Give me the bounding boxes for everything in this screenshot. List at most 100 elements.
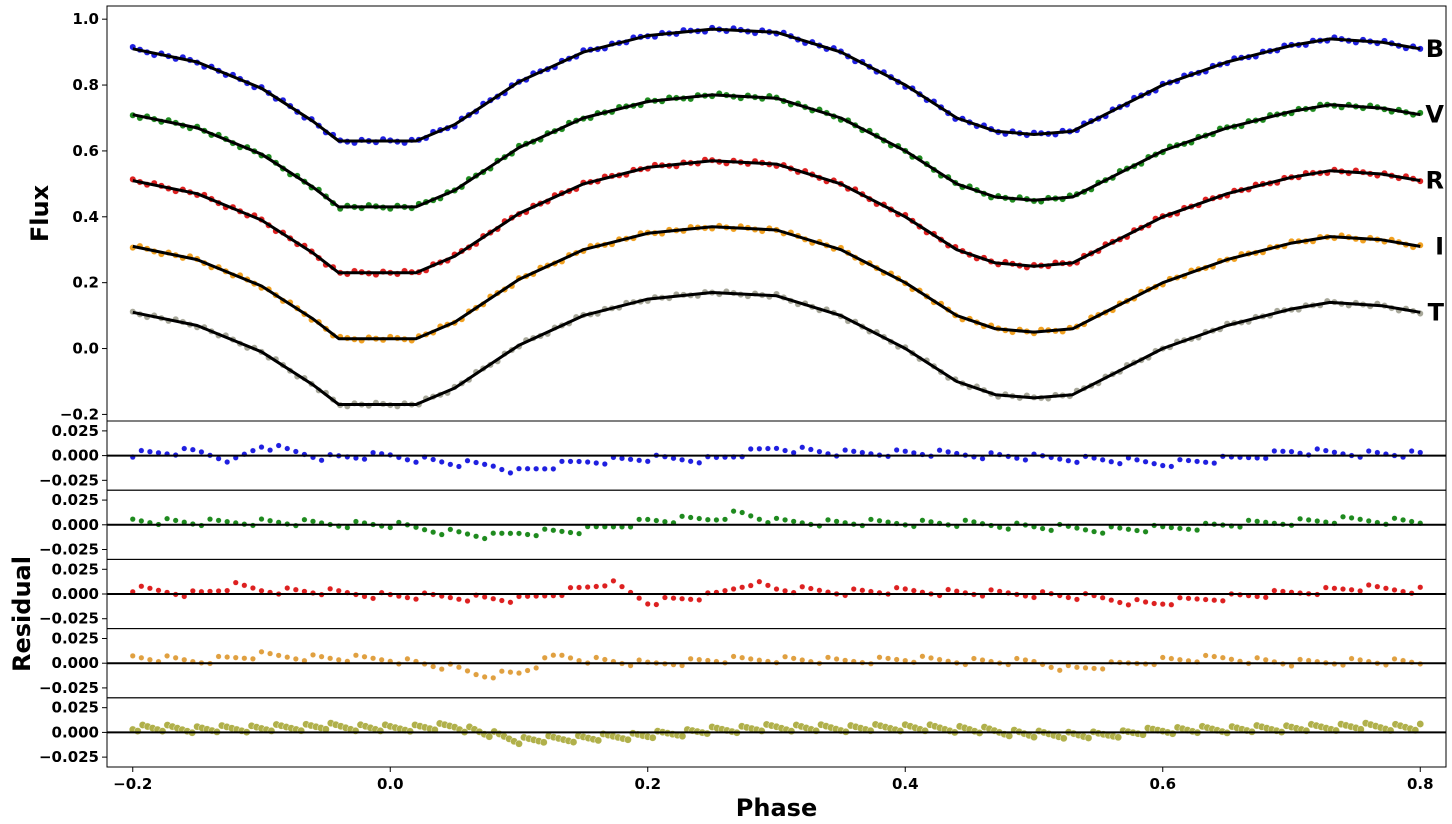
residual-point-T — [1416, 720, 1425, 728]
residual-point-I — [258, 648, 265, 655]
residual-point-I — [1176, 656, 1183, 663]
residual-y-tick-label: 0.000 — [52, 447, 99, 465]
residual-point-B — [498, 466, 505, 473]
model-curve-V — [132, 93, 1421, 209]
residual-point-I — [936, 656, 943, 663]
residual-y-tick-label: 0.025 — [52, 491, 99, 509]
residual-point-V — [1305, 516, 1312, 523]
residual-point-I — [601, 656, 608, 663]
residual-point-B — [1202, 459, 1209, 466]
residual-point-I — [1056, 667, 1063, 674]
residual-point-T — [624, 735, 632, 744]
residual-point-B — [636, 457, 643, 464]
residual-point-B — [1374, 449, 1381, 456]
residual-point-I — [352, 652, 359, 659]
residual-point-T — [406, 727, 414, 736]
residual-point-B — [189, 446, 196, 453]
x-tick-label: 0.2 — [634, 775, 661, 793]
residual-point-V — [644, 516, 651, 523]
residual-point-R — [1073, 596, 1080, 603]
residual-point-R — [215, 587, 222, 594]
residual-point-V — [473, 533, 480, 540]
y-tick-label: 0.2 — [72, 274, 99, 292]
residual-point-R — [498, 597, 505, 604]
residual-point-R — [335, 587, 342, 594]
residual-point-B — [1314, 445, 1321, 452]
residual-point-T — [757, 727, 766, 735]
residual-point-V — [1357, 516, 1364, 523]
residual-point-I — [756, 657, 763, 664]
residual-point-I — [138, 654, 145, 661]
residual-point-V — [576, 530, 583, 537]
residual-point-V — [1073, 525, 1080, 532]
residual-point-V — [533, 532, 540, 539]
residual-point-R — [1331, 585, 1338, 592]
residual-point-B — [481, 461, 488, 468]
residual-point-I — [292, 655, 299, 662]
residual-point-V — [224, 518, 231, 525]
residual-point-R — [370, 595, 377, 602]
residual-point-B — [756, 445, 763, 452]
residual-point-R — [1202, 596, 1209, 603]
residual-point-V — [1039, 525, 1046, 532]
residual-point-B — [1159, 462, 1166, 469]
residual-point-R — [1125, 601, 1132, 608]
residual-point-I — [507, 669, 514, 676]
residual-point-R — [481, 593, 488, 600]
residual-point-V — [876, 517, 883, 524]
residual-point-I — [1211, 653, 1218, 660]
residual-point-V — [928, 518, 935, 525]
residual-y-tick-label: −0.025 — [39, 610, 99, 628]
residual-point-V — [722, 516, 729, 523]
residual-point-I — [1254, 654, 1261, 661]
y-tick-label: 0.0 — [72, 340, 99, 358]
residual-panel-B — [102, 420, 1447, 491]
residual-point-V — [687, 514, 694, 521]
residual-point-V — [447, 526, 454, 533]
residual-point-R — [670, 595, 677, 602]
residual-point-V — [636, 516, 643, 523]
residual-point-I — [241, 655, 248, 662]
residual-point-R — [730, 585, 737, 592]
residual-point-B — [1185, 457, 1192, 464]
band-label-T: T — [1428, 298, 1445, 326]
residual-point-B — [601, 461, 608, 468]
residual-point-B — [807, 446, 814, 453]
residual-point-R — [1357, 587, 1364, 594]
residual-point-T — [1030, 733, 1038, 741]
residual-point-V — [747, 512, 754, 519]
residual-point-I — [146, 656, 153, 663]
residual-point-T — [1114, 733, 1122, 742]
residual-point-B — [584, 459, 591, 466]
residual-point-B — [318, 457, 325, 464]
residual-point-V — [1082, 526, 1089, 533]
residual-point-V — [490, 530, 497, 537]
residual-point-B — [430, 456, 437, 463]
residual-point-R — [284, 585, 291, 592]
residual-point-R — [893, 584, 900, 591]
residual-point-I — [1357, 656, 1364, 663]
residual-point-B — [782, 447, 789, 454]
residual-point-T — [678, 732, 687, 740]
residual-point-B — [455, 463, 462, 470]
residual-point-R — [619, 583, 626, 590]
residual-point-B — [1168, 463, 1175, 470]
residual-point-I — [164, 652, 171, 659]
residual-point-V — [1116, 525, 1123, 532]
residual-point-I — [172, 654, 179, 661]
residual-point-R — [455, 596, 462, 603]
residual-point-B — [198, 448, 205, 455]
residual-panel-R — [102, 558, 1447, 630]
residual-point-V — [507, 530, 514, 537]
residual-point-V — [962, 517, 969, 524]
residual-point-T — [1059, 734, 1068, 743]
residual-point-I — [361, 653, 368, 660]
residual-point-I — [310, 651, 317, 658]
residual-point-V — [524, 531, 531, 538]
residual-point-R — [696, 596, 703, 603]
residual-point-I — [481, 673, 488, 680]
residual-point-B — [1194, 458, 1201, 465]
residual-point-V — [481, 535, 488, 542]
band-label-I: I — [1435, 232, 1444, 260]
residual-point-R — [490, 595, 497, 602]
